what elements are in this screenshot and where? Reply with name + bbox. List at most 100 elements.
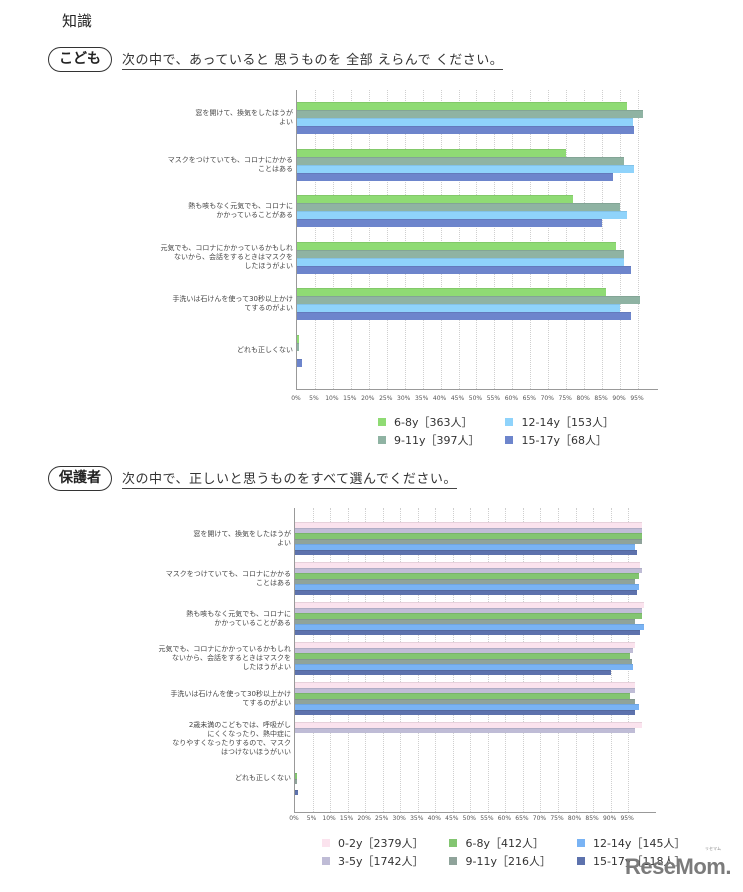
bar — [297, 296, 640, 304]
gridline — [602, 90, 604, 389]
bar — [297, 249, 624, 258]
category-label: 手洗いは石けんを使って30秒以上かけ てするのがよい — [170, 689, 291, 707]
legend-swatch-icon — [322, 857, 330, 865]
bar — [297, 195, 574, 203]
bar — [295, 533, 643, 539]
x-tick-label: 30% — [392, 815, 406, 822]
section-children-header: こども 次の中で、あっていると 思うものを 全部 えらんで ください。 — [48, 47, 504, 72]
gridline — [548, 90, 550, 389]
gridline — [638, 90, 639, 389]
x-tick-label: 40% — [427, 815, 441, 822]
x-tick-label: 10% — [325, 395, 339, 402]
bar — [295, 544, 636, 550]
bar — [297, 334, 299, 343]
gridline — [314, 90, 316, 389]
legend-label: 6-8y［412人］ — [465, 837, 544, 850]
gridline — [530, 90, 532, 389]
x-tick-label: 75% — [550, 815, 564, 822]
legend-swatch-icon — [449, 857, 458, 865]
bar — [295, 722, 643, 728]
parents-question: 次の中で、正しいと思うものをすべて選んでください。 — [122, 468, 457, 489]
legend-label: 15-17y［118人］ — [592, 855, 686, 868]
children-question: 次の中で、あっていると 思うものを 全部 えらんで ください。 — [122, 49, 504, 70]
x-tick-label: 65% — [522, 395, 536, 402]
legend-label: 3-5y［1742人］ — [338, 855, 424, 868]
x-tick-label: 95% — [620, 815, 634, 822]
gridline — [566, 90, 568, 389]
bar — [295, 778, 297, 784]
bar — [297, 172, 613, 181]
bar — [295, 522, 643, 528]
legend-label: 0-2y［2379人］ — [338, 837, 424, 850]
legend-label: 9-11y［397人］ — [394, 434, 480, 447]
x-tick-label: 30% — [397, 395, 411, 402]
x-tick-label: 15% — [339, 815, 354, 822]
bar — [297, 118, 633, 126]
legend-item: 6-8y［363人］ — [378, 414, 479, 430]
bar — [295, 709, 636, 715]
bar — [297, 358, 303, 367]
x-tick-label: 40% — [432, 395, 447, 402]
category-label: 窓を開けて、換気をしたほうが よい — [193, 529, 291, 547]
bar — [295, 607, 643, 613]
bar — [295, 642, 636, 648]
legend-item: 9-11y［397人］ — [378, 432, 479, 448]
legend-label: 12-14y［153人］ — [521, 416, 614, 429]
category-label: 熱も咳もなく元気でも、コロナに かかっていることがある — [186, 609, 291, 627]
resemom-logo: ReseMom. — [624, 854, 732, 879]
plot-area — [296, 90, 658, 390]
legend-item: 12-14y［145人］ — [576, 835, 686, 851]
x-tick-label: 25% — [375, 815, 389, 822]
plot-area — [294, 508, 656, 813]
bar — [295, 653, 630, 659]
bar — [295, 538, 643, 544]
gridline — [404, 90, 406, 389]
bar — [295, 527, 643, 533]
section-parents-header: 保護者 次の中で、正しいと思うものをすべて選んでください。 — [48, 466, 457, 491]
legend-item: 12-14y［153人］ — [505, 414, 614, 430]
bar — [295, 693, 630, 699]
bar — [297, 288, 606, 296]
legend-label: 6-8y［363人］ — [394, 416, 473, 429]
bar — [297, 126, 635, 134]
legend-item: 15-17y［68人］ — [505, 432, 613, 448]
bar — [297, 203, 621, 211]
x-tick-label: 10% — [322, 815, 336, 822]
x-tick-label: 35% — [410, 815, 424, 822]
x-tick-label: 35% — [414, 395, 429, 402]
legend-label: 15-17y［68人］ — [521, 434, 607, 447]
bar — [297, 156, 624, 165]
bar — [295, 602, 644, 608]
category-label: 手洗いは石けんを使って30秒以上かけ てするのがよい — [172, 295, 293, 312]
x-tick-label: 55% — [486, 395, 501, 402]
x-tick-label: 55% — [480, 815, 494, 822]
bar — [295, 647, 634, 653]
x-tick-label: 90% — [612, 395, 626, 402]
gridline — [386, 90, 388, 389]
gridline — [368, 90, 370, 389]
x-tick-label: 60% — [497, 815, 512, 822]
category-label: どれも正しくない — [235, 774, 291, 782]
bar — [295, 584, 639, 590]
bar — [295, 669, 611, 675]
category-label: 元気でも、コロナにかかっているかもしれ ないから、会話をするときはマスクを した… — [158, 645, 291, 671]
bar — [295, 704, 639, 710]
x-tick-label: 80% — [567, 815, 582, 822]
legend-item: 6-8y［412人］ — [449, 835, 550, 851]
x-tick-label: 50% — [462, 815, 477, 822]
category-label: 窓を開けて、換気をしたほうが よい — [195, 109, 293, 126]
bar — [295, 789, 298, 795]
legend-swatch-icon — [505, 436, 514, 444]
parents-pill: 保護者 — [48, 466, 112, 491]
chart-legend: 0-2y［2379人］ 3-5y［1742人］ 6-8y［412人］ 9-11y［21… — [322, 835, 685, 869]
bar — [297, 110, 644, 118]
children-knowledge-chart: 0% 5% 10% 15% 20% 25% 30% 35% 40% 45% 50% 55% 60% 65%… — [161, 90, 658, 448]
bar — [297, 304, 621, 312]
legend-label: 12-14y［145人］ — [592, 837, 686, 850]
x-tick-label: 70% — [532, 815, 547, 822]
bar — [295, 687, 636, 693]
legend-label: 9-11y［216人］ — [465, 855, 551, 868]
logo-ruby: リセマム — [705, 846, 721, 851]
x-tick-label: 25% — [379, 395, 393, 402]
x-tick-label: 5% — [309, 395, 319, 402]
